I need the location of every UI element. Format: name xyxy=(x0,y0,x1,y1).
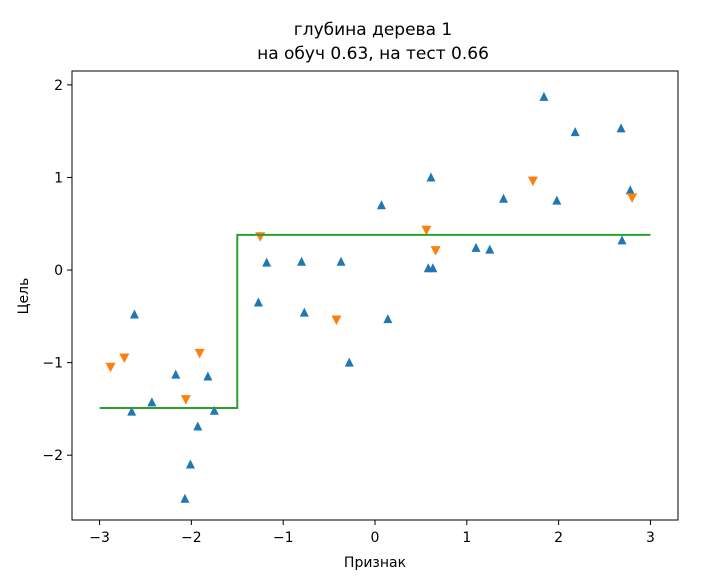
train-point xyxy=(426,172,436,182)
test-point xyxy=(255,232,266,242)
y-tick-label: 2 xyxy=(54,78,63,94)
train-point xyxy=(616,123,626,133)
chart-title: глубина дерева 1 xyxy=(294,20,452,40)
train-point xyxy=(129,309,139,319)
train-point xyxy=(127,406,137,416)
x-tick-label: 1 xyxy=(462,530,471,546)
x-axis-label: Признак xyxy=(344,555,406,571)
x-tick-label: 3 xyxy=(646,530,655,546)
train-point xyxy=(539,91,549,101)
train-point xyxy=(471,242,481,252)
test-point xyxy=(527,176,538,187)
train-point xyxy=(499,193,509,203)
y-tick-label: −1 xyxy=(42,356,63,372)
test-point xyxy=(430,246,441,256)
x-tick-label: −1 xyxy=(273,530,294,546)
test-point xyxy=(421,225,432,236)
test-point xyxy=(331,315,342,326)
y-axis-label: Цель xyxy=(16,278,32,315)
train-point xyxy=(299,307,309,317)
train-point xyxy=(209,405,219,415)
train-point xyxy=(253,297,263,307)
train-point xyxy=(147,397,157,407)
train-point xyxy=(485,244,495,254)
train-point xyxy=(262,257,272,267)
train-point xyxy=(336,256,346,266)
axes-frame xyxy=(71,70,679,521)
x-axis: −3 −2 −1 0 1 2 3 xyxy=(89,520,655,546)
train-point xyxy=(376,200,386,210)
train-point xyxy=(570,127,580,137)
chart-subtitle: на обуч 0.63, на тест 0.66 xyxy=(257,44,489,64)
train-point xyxy=(617,235,627,245)
x-tick-label: −2 xyxy=(181,530,202,546)
y-tick-label: 1 xyxy=(54,170,63,186)
x-tick-label: −3 xyxy=(89,530,110,546)
x-tick-label: 2 xyxy=(554,530,563,546)
train-point xyxy=(185,459,195,469)
train-point xyxy=(383,314,393,324)
y-tick-label: 0 xyxy=(54,263,63,279)
plot-area xyxy=(99,91,651,503)
train-point xyxy=(428,263,438,273)
y-tick-label: −2 xyxy=(42,448,63,464)
train-point xyxy=(552,195,562,205)
train-point xyxy=(625,185,635,195)
test-point xyxy=(119,353,130,363)
test-point xyxy=(105,362,116,373)
train-point xyxy=(193,421,203,431)
train-point xyxy=(297,256,307,266)
model-prediction-line xyxy=(99,233,651,409)
train-point xyxy=(203,371,213,381)
test-point xyxy=(180,395,191,405)
x-tick-label: 0 xyxy=(371,530,380,546)
train-point xyxy=(180,493,190,503)
test-point xyxy=(627,193,638,203)
y-axis: −2 −1 0 1 2 xyxy=(42,78,72,464)
train-point xyxy=(344,357,354,367)
test-point xyxy=(194,348,205,359)
train-point xyxy=(171,369,181,379)
